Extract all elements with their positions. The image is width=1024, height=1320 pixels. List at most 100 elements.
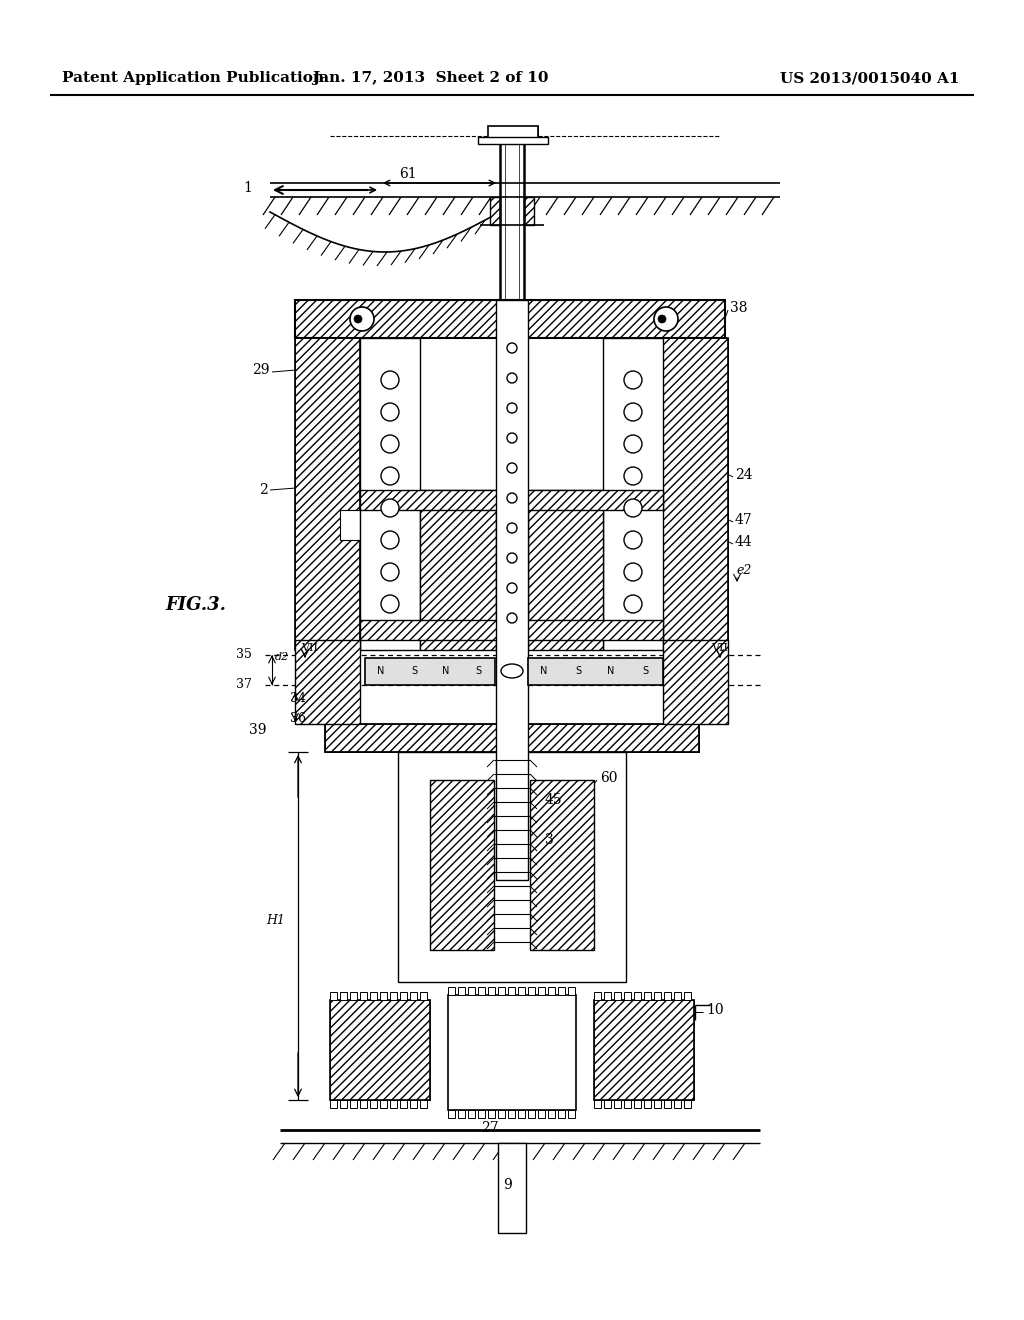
Bar [325,723,699,752]
Bar [594,993,601,1001]
Circle shape [624,371,642,389]
Bar [420,1100,427,1107]
Circle shape [507,523,517,533]
Bar [360,620,663,640]
Circle shape [507,612,517,623]
Text: 10: 10 [706,1003,724,1016]
Bar [295,300,725,338]
Text: S: S [574,667,581,676]
Bar [624,993,631,1001]
Bar [518,1110,525,1118]
Bar [518,987,525,995]
Bar [528,987,535,995]
Bar [594,1001,694,1100]
Bar [390,993,397,1001]
Text: 9: 9 [504,1177,512,1192]
Text: e2: e2 [736,564,752,577]
Circle shape [658,315,666,323]
Circle shape [507,463,517,473]
Bar [325,723,699,752]
Bar [663,640,728,723]
Text: d2: d2 [275,652,289,663]
Bar [594,1001,694,1100]
Circle shape [354,315,362,323]
Text: Jan. 17, 2013  Sheet 2 of 10: Jan. 17, 2013 Sheet 2 of 10 [311,71,548,84]
Bar [420,993,427,1001]
Bar [330,1001,430,1100]
Bar [558,987,565,995]
Bar [458,1110,465,1118]
Bar [478,137,548,144]
Bar [370,1100,377,1107]
Bar [674,1100,681,1107]
Text: 45: 45 [545,793,562,807]
Bar [594,1100,601,1107]
Bar [295,338,360,649]
Circle shape [507,343,517,352]
Bar [458,987,465,995]
Text: 47: 47 [735,513,753,527]
Bar [528,490,603,649]
Bar [360,490,663,510]
Bar [430,780,494,950]
Text: 1: 1 [243,181,252,195]
Bar [528,1110,535,1118]
Bar [340,510,360,540]
Bar [390,1100,397,1107]
Bar [614,993,621,1001]
Bar [614,1100,621,1107]
Circle shape [381,499,399,517]
Bar [498,1143,526,1233]
Bar [508,1110,515,1118]
Bar [654,1100,662,1107]
Bar [370,993,377,1001]
Bar [558,1110,565,1118]
Bar [449,987,455,995]
Bar [663,338,728,649]
Bar [478,1110,485,1118]
Bar [664,1100,671,1107]
Bar [568,1110,575,1118]
Bar [488,987,495,995]
Bar [295,640,360,723]
Text: 37: 37 [237,678,252,692]
Bar [663,338,728,649]
Text: VII: VII [712,643,728,653]
Text: 61: 61 [399,168,417,181]
Circle shape [624,436,642,453]
Bar [420,490,496,649]
Bar [624,1100,631,1107]
Bar [360,620,663,640]
Bar [350,1100,357,1107]
Text: 44: 44 [735,535,753,549]
Circle shape [507,583,517,593]
Text: H1: H1 [266,913,285,927]
Circle shape [350,308,374,331]
Text: N: N [442,667,450,676]
Text: 35: 35 [237,648,252,661]
Bar [538,1110,545,1118]
Bar [295,300,725,338]
Bar [340,1100,347,1107]
Text: 36: 36 [290,711,306,725]
Bar [488,1110,495,1118]
Circle shape [381,371,399,389]
Circle shape [624,403,642,421]
Bar [498,987,505,995]
Text: 60: 60 [600,771,617,785]
Bar [478,987,485,995]
Bar [350,993,357,1001]
Text: S: S [411,667,417,676]
Bar [420,490,496,649]
Circle shape [507,553,517,564]
Bar [603,338,663,649]
Bar [400,1100,407,1107]
Bar [538,987,545,995]
Bar [398,752,626,982]
Circle shape [507,433,517,444]
Bar [548,1110,555,1118]
Circle shape [624,531,642,549]
Circle shape [381,531,399,549]
Bar [604,993,611,1001]
Bar [634,1100,641,1107]
